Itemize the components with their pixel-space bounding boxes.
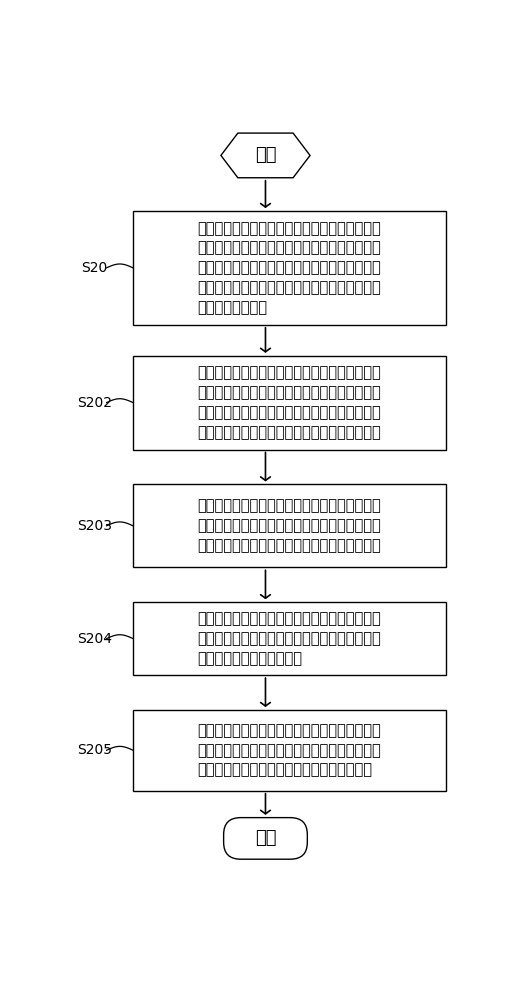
Bar bbox=[133, 356, 446, 450]
Bar bbox=[133, 484, 446, 567]
Text: S20: S20 bbox=[81, 261, 107, 275]
Polygon shape bbox=[221, 133, 310, 178]
Bar bbox=[133, 710, 446, 791]
Text: S202: S202 bbox=[77, 396, 112, 410]
Text: S204: S204 bbox=[77, 632, 112, 646]
Text: 根据第一关系式、第二关系式、第三关系式、第
四关系式确定所述微单元的第二端的轴向力、第
一端的轴向力、所述微单元单位长度的侧向力: 根据第一关系式、第二关系式、第三关系式、第 四关系式确定所述微单元的第二端的轴向… bbox=[198, 723, 381, 778]
Bar bbox=[133, 602, 446, 675]
Text: 根据所述全角平面的总侧向力、副法线方向上的
总侧向力确定三维井眼中的所述微单元单位长度
的侧向力，称为第四关系式: 根据所述全角平面的总侧向力、副法线方向上的 总侧向力确定三维井眼中的所述微单元单… bbox=[198, 611, 381, 666]
Text: 根据微单元的曲率、长度、有效重力、第一井斜
角、第二井斜角、第一方位角及第二方位角确定
微单元的第二端的轴向力、第一端的轴向力与全
角平面上的总侧向力的关系式，: 根据微单元的曲率、长度、有效重力、第一井斜 角、第二井斜角、第一方位角及第二方位… bbox=[198, 365, 381, 440]
Text: 根据微单元的曲率、长度、有效重力、横截面的
惯性矩、弹性模量以及第一井斜角、第二井斜角
、井眼的摩阻系数确定微单元的第二端的轴向力
、单位长度的侧向力与第一端的: 根据微单元的曲率、长度、有效重力、横截面的 惯性矩、弹性模量以及第一井斜角、第二… bbox=[198, 221, 381, 315]
FancyBboxPatch shape bbox=[224, 818, 307, 859]
Text: 开始: 开始 bbox=[255, 146, 276, 164]
Bar bbox=[133, 211, 446, 325]
Text: 结束: 结束 bbox=[255, 829, 276, 847]
Text: 根据微单元的长度、有效重力、第一井斜角、第
二井斜角、第一方位角以及第二方位角确定微单
元的副法线方向上的总侧向力，称为第三关系式: 根据微单元的长度、有效重力、第一井斜角、第 二井斜角、第一方位角以及第二方位角确… bbox=[198, 498, 381, 553]
Text: S205: S205 bbox=[77, 743, 112, 757]
Text: S203: S203 bbox=[77, 519, 112, 533]
